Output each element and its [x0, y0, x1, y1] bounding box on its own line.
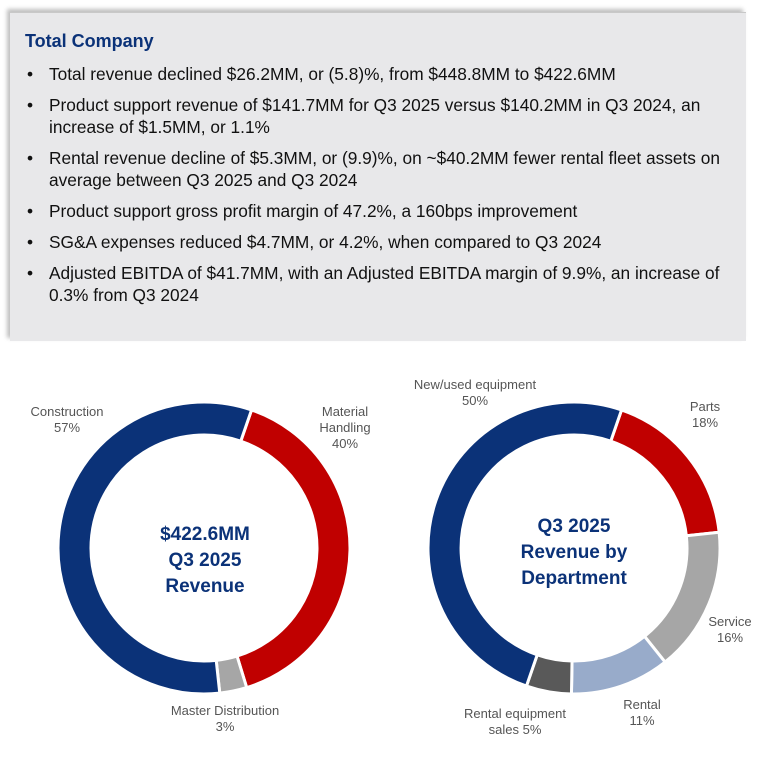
bullet-item: • Product support revenue of $141.7MM for… — [27, 95, 701, 137]
bullet-item: • Product support gross profit margin of … — [27, 201, 578, 221]
summary-bullets: • Total revenue declined $26.2MM, or (5.8… — [25, 63, 725, 315]
summary-title: Total Company — [25, 31, 154, 51]
label-new-used-equipment: New/used equipment 50% — [413, 377, 537, 408]
donut-charts — [56, 400, 722, 696]
bullet-item: • SG&A expenses reduced $4.7MM, or 4.2%, … — [27, 232, 602, 252]
bullet-item: • Adjusted EBITDA of $41.7MM, with an Adj… — [27, 263, 720, 305]
label-parts: Parts 18% — [689, 399, 721, 430]
bullet-item: • Rental revenue decline of $5.3MM, or (9… — [27, 148, 720, 190]
donut-slice-construction — [56, 400, 254, 696]
label-material-handling: Material Handling 40% — [319, 404, 371, 451]
bullet-item: • Total revenue declined $26.2MM, or (5.8… — [27, 64, 616, 84]
department-center-text: Q3 2025 Revenue by Department — [520, 516, 628, 589]
label-rental: Rental 11% — [623, 697, 661, 728]
summary-panel: Total Company • Total revenue declined $2… — [10, 12, 746, 341]
label-master-distribution: Master Distribution 3% — [170, 703, 280, 734]
label-service: Service 16% — [708, 614, 752, 645]
label-rental-equipment-sales: Rental equipment sales 5% — [464, 706, 566, 737]
label-construction: Construction 57% — [30, 404, 104, 435]
revenue-center-text: $422.6MM Q3 2025 Revenue — [160, 524, 250, 597]
donut-slice-rental — [569, 634, 668, 696]
donut-slice-new-used-equipment — [426, 400, 624, 688]
